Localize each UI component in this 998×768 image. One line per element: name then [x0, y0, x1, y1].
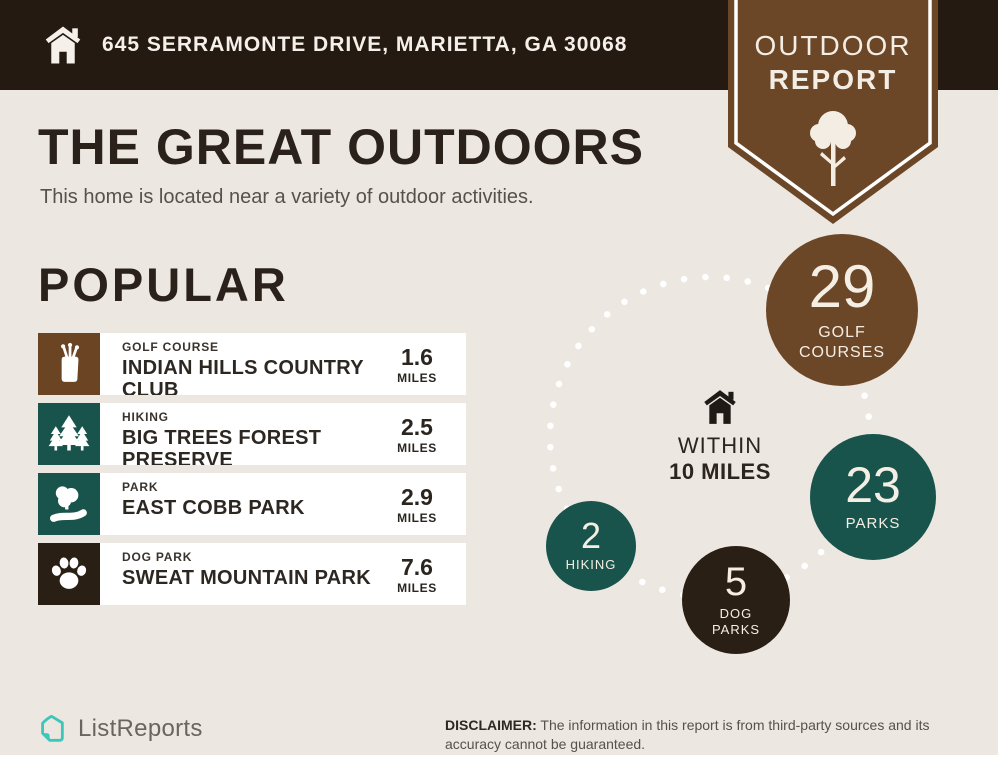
park-tree-icon [50, 486, 87, 522]
item-text: PARK EAST COBB PARK [100, 473, 374, 535]
item-text: GOLF COURSE INDIAN HILLS COUNTRY CLUB [100, 333, 374, 395]
stat-value: 23 [845, 457, 901, 514]
list-item-hiking: HIKING BIG TREES FOREST PRESERVE 2.5 MIL… [38, 403, 466, 465]
item-card: DOG PARK SWEAT MOUNTAIN PARK 7.6 MILES [100, 543, 466, 605]
badge-title-line1: OUTDOOR [754, 30, 912, 61]
item-card: HIKING BIG TREES FOREST PRESERVE 2.5 MIL… [100, 403, 466, 465]
listreports-brand: ListReports [36, 712, 203, 746]
item-distance-unit: MILES [397, 580, 437, 595]
badge-title: OUTDOOR REPORT [726, 30, 940, 96]
item-text: HIKING BIG TREES FOREST PRESERVE [100, 403, 374, 465]
item-distance-value: 2.5 [401, 413, 433, 440]
item-icon-tile [38, 333, 100, 395]
tree-icon [810, 111, 856, 186]
item-category: DOG PARK [122, 550, 193, 564]
list-item-park: PARK EAST COBB PARK 2.9 MILES [38, 473, 466, 535]
item-icon-tile [38, 543, 100, 605]
item-category: GOLF COURSE [122, 340, 219, 354]
item-distance-value: 1.6 [401, 343, 433, 370]
stat-value: 29 [808, 253, 876, 320]
item-category: HIKING [122, 410, 169, 424]
stat-circle-hiking: 2 HIKING [546, 501, 636, 591]
badge-title-line2: REPORT [768, 64, 898, 95]
item-distance-unit: MILES [397, 440, 437, 455]
radius-center-label: WITHIN 10 MILES [649, 389, 791, 485]
item-distance-value: 2.9 [401, 483, 433, 510]
listreports-logo-icon [41, 714, 64, 742]
stat-value: 2 [580, 515, 602, 557]
badge-ribbon-shape [728, 0, 938, 224]
list-item-dog-park: DOG PARK SWEAT MOUNTAIN PARK 7.6 MILES [38, 543, 466, 605]
stat-value: 5 [724, 559, 748, 604]
item-card: GOLF COURSE INDIAN HILLS COUNTRY CLUB 1.… [100, 333, 466, 395]
item-miles: 1.6 MILES [374, 333, 466, 395]
report-badge: OUTDOOR REPORT [726, 0, 940, 234]
item-miles: 7.6 MILES [374, 543, 466, 605]
stat-circle-parks: 23 PARKS [810, 434, 936, 560]
stat-label: HIKING [565, 557, 617, 573]
item-name: BIG TREES FOREST PRESERVE [122, 427, 322, 465]
radius-label: 10 MILES [669, 459, 771, 484]
stat-circle-golf-courses: 29 GOLF COURSES [766, 234, 918, 386]
item-miles: 2.9 MILES [374, 473, 466, 535]
within-label: WITHIN [677, 433, 763, 458]
popular-heading: POPULAR [38, 258, 289, 311]
item-text: DOG PARK SWEAT MOUNTAIN PARK [100, 543, 374, 605]
popular-list: GOLF COURSE INDIAN HILLS COUNTRY CLUB 1.… [38, 333, 466, 613]
disclaimer-label: DISCLAIMER: [445, 717, 537, 733]
stat-label: GOLF COURSES [798, 324, 886, 361]
golf-bag-icon [61, 343, 80, 382]
item-distance-unit: MILES [397, 370, 437, 385]
stat-circle-dog-parks: 5 DOG PARKS [682, 546, 790, 654]
item-icon-tile [38, 473, 100, 535]
header-address: 645 SERRAMONTE DRIVE, MARIETTA, GA 30068 [102, 33, 628, 56]
item-distance-value: 7.6 [401, 553, 433, 580]
brand-name: ListReports [78, 715, 203, 742]
item-name: SWEAT MOUNTAIN PARK [122, 567, 372, 589]
item-miles: 2.5 MILES [374, 403, 466, 465]
stat-label: DOG PARKS [711, 605, 761, 637]
item-distance-unit: MILES [397, 510, 437, 525]
item-icon-tile [38, 403, 100, 465]
paw-icon [51, 557, 87, 589]
item-name: EAST COBB PARK [122, 497, 305, 519]
item-card: PARK EAST COBB PARK 2.9 MILES [100, 473, 466, 535]
item-name: INDIAN HILLS COUNTRY CLUB [122, 357, 364, 395]
disclaimer: DISCLAIMER: The information in this repo… [445, 716, 965, 754]
item-category: PARK [122, 480, 159, 494]
stat-label: PARKS [845, 515, 901, 533]
pine-trees-icon [48, 415, 90, 451]
page-subtitle: This home is located near a variety of o… [40, 186, 534, 208]
list-item-golf-course: GOLF COURSE INDIAN HILLS COUNTRY CLUB 1.… [38, 333, 466, 395]
bottom-strip [0, 755, 998, 768]
disclaimer-text: The information in this report is from t… [445, 717, 930, 752]
home-icon [45, 26, 81, 64]
center-home-icon [704, 390, 736, 424]
page-title: THE GREAT OUTDOORS [38, 119, 644, 175]
